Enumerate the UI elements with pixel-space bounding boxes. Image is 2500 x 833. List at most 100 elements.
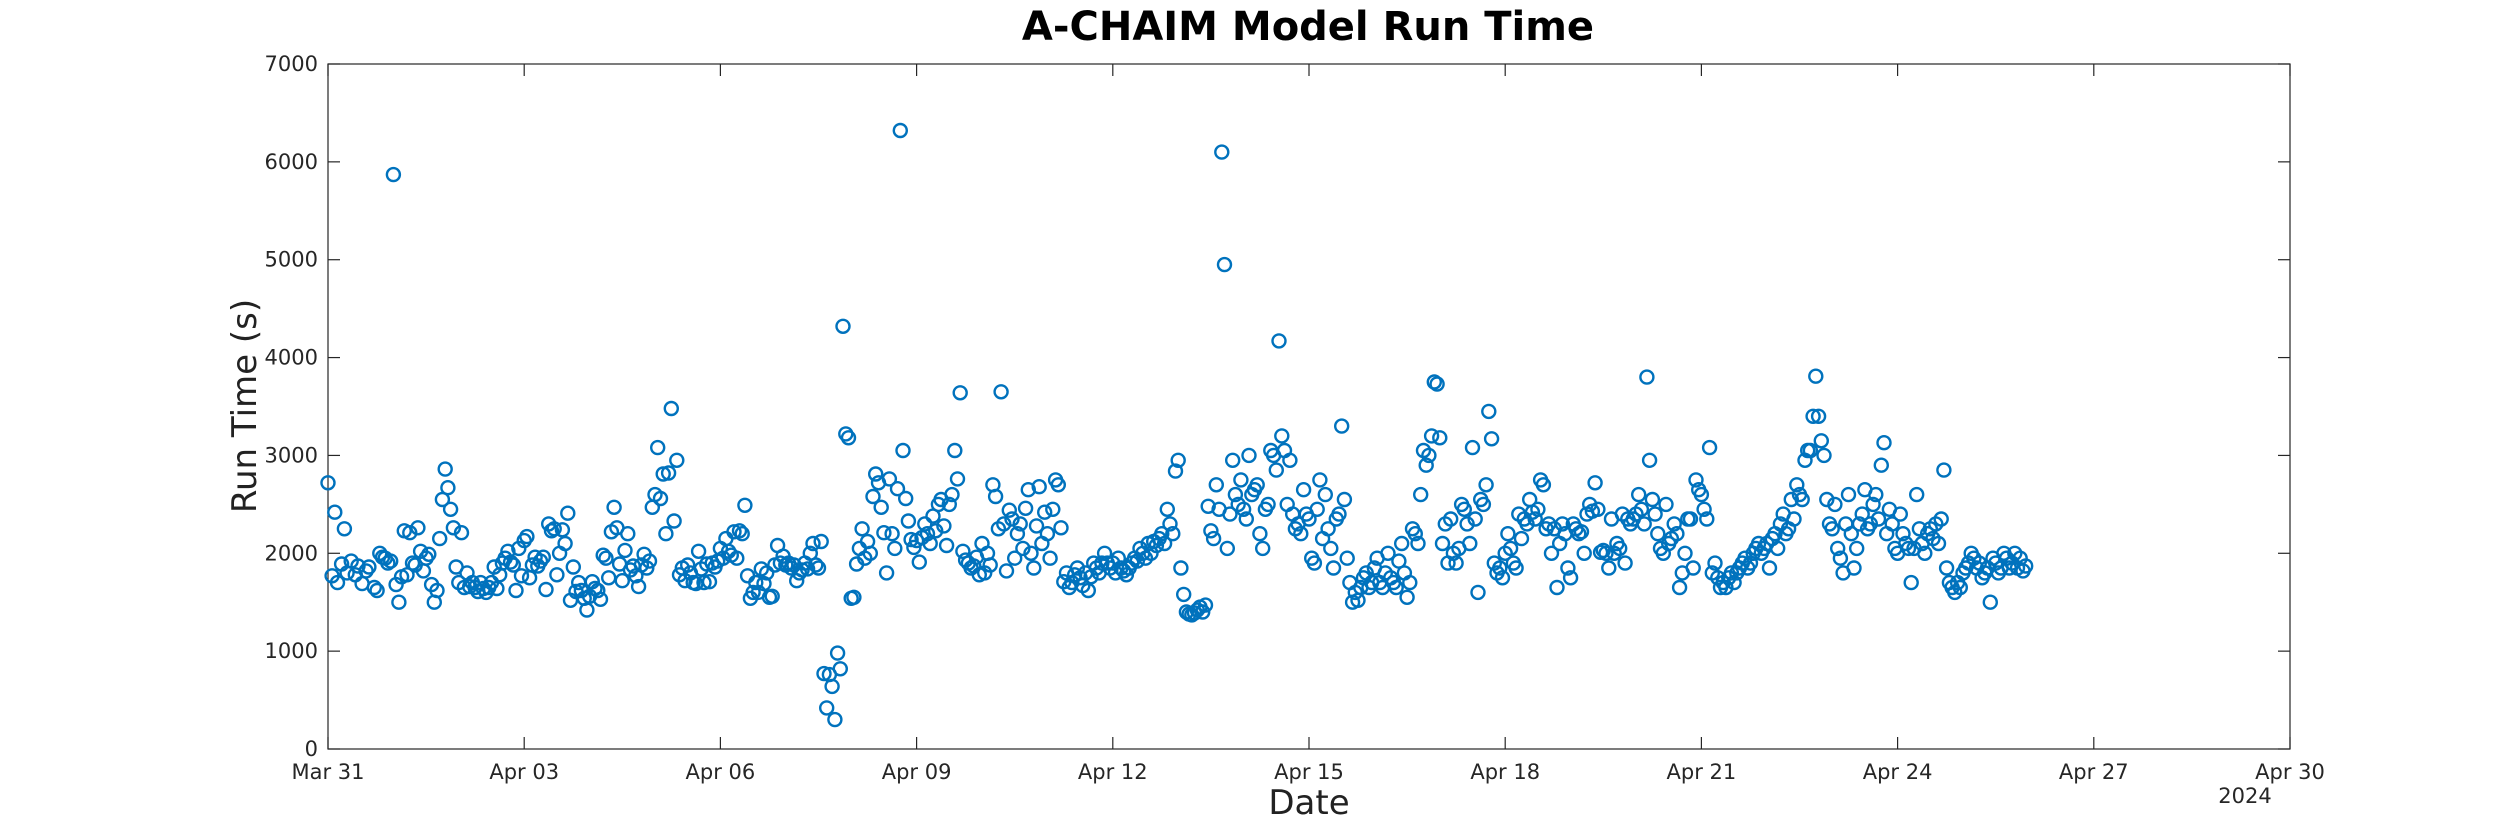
data-point [1039,526,1056,542]
y-axis: 0 1000 2000 3000 4000 5000 6000 7000 [265,52,2290,761]
data-point [1028,518,1045,534]
y-tick-label: 6000 [265,150,318,174]
data-point [1701,439,1718,456]
data-point [336,521,353,537]
data-point [598,550,614,566]
data-point [1527,511,1543,527]
data-point [1669,526,1685,542]
data-point [1819,491,1835,508]
data-point [650,439,666,456]
data-point [1639,369,1655,385]
data-point [1173,560,1189,576]
y-axis-label: Run Time (s) [225,299,265,513]
data-point [519,528,535,545]
data-point [1214,144,1230,160]
data-point [508,582,524,599]
x-tick-label: Apr 24 [1863,760,1933,784]
y-tick-label: 7000 [265,52,318,76]
data-point [1434,535,1451,552]
data-point [1339,550,1355,566]
data-point [1827,496,1843,513]
data-point [1707,555,1723,571]
data-point [1595,542,1612,559]
data-point [1938,560,1955,576]
data-point [1862,516,1879,532]
data-point [1483,431,1500,447]
data-point [699,556,715,572]
x-tick-label: Apr 15 [1274,760,1344,784]
data-point [783,560,799,576]
data-point [898,490,914,507]
data-point [731,523,748,539]
data-point [592,591,609,607]
x-tick-label: Apr 18 [1470,760,1540,784]
data-point [1399,589,1415,605]
data-point [1543,545,1560,561]
data-point [1685,560,1701,576]
data-point [794,562,810,578]
data-point [1726,574,1742,591]
data-point [565,559,581,575]
data-point [1718,579,1734,596]
data-point [1175,586,1192,603]
data-point [865,488,881,505]
data-point [1549,579,1565,596]
data-point [1952,579,1969,596]
data-point [432,530,448,547]
data-point [549,567,565,583]
data-point [734,526,750,542]
data-point [385,166,402,183]
data-point [1448,555,1464,571]
data-point [906,539,922,556]
data-point [1930,535,1947,552]
data-point [442,501,459,517]
data-point [1840,486,1857,503]
data-point [1167,463,1184,479]
data-point [941,496,957,513]
data-point [756,575,772,592]
data-point [816,665,832,682]
x-tick-label: Apr 09 [882,760,952,784]
data-point [366,579,382,596]
year-label: 2024 [2218,784,2271,808]
data-point [1323,540,1339,557]
data-point [513,568,530,584]
data-point [840,430,857,446]
data-point [1110,550,1127,566]
data-point [748,574,764,591]
y-tick-label: 4000 [265,346,318,370]
data-point [835,318,851,334]
data-point [1562,570,1579,586]
data-point [546,521,562,537]
x-tick-label: Apr 03 [489,760,559,784]
data-point [873,499,889,515]
data-point [1325,560,1342,576]
data-point [456,579,472,596]
data-point [895,442,911,459]
data-point [421,546,437,562]
data-point [369,582,385,599]
data-point [1658,496,1674,513]
data-point [2017,558,2034,574]
data-point [1012,516,1028,532]
data-point [658,526,674,542]
data-point [1794,491,1810,508]
data-point [1026,560,1042,576]
data-point [829,645,846,661]
data-point [320,475,336,491]
data-point [557,535,573,552]
data-point [1241,447,1257,464]
data-point [1165,526,1181,542]
data-point [1393,535,1410,552]
data-point [1854,506,1870,522]
data-point [1786,511,1802,527]
data-point [489,580,505,597]
data-point [1900,540,1917,557]
data-point [655,466,671,482]
x-tick-label: Apr 21 [1667,760,1737,784]
data-point [620,526,636,542]
data-point [1508,560,1524,576]
data-point [1789,477,1805,493]
data-point [1235,501,1252,517]
